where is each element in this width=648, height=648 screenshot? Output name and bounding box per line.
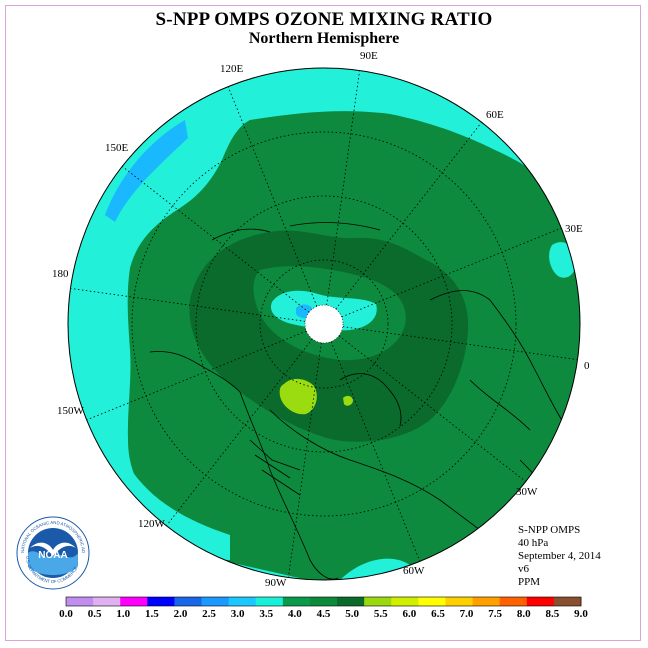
lon-label-120w: 120W: [138, 518, 165, 530]
color-scale-label: 3.5: [259, 608, 274, 620]
color-scale-swatch: [526, 597, 555, 606]
lon-label-30w: 30W: [516, 486, 538, 498]
color-scale-swatch: [499, 597, 528, 606]
color-scale-label: 3.0: [230, 608, 245, 620]
product-info: S-NPP OMPS 40 hPa September 4, 2014 v6 P…: [518, 524, 601, 589]
lon-label-90w: 90W: [265, 577, 287, 589]
color-scale-label: 1.0: [116, 608, 131, 620]
color-scale-swatch: [282, 597, 311, 606]
meridian-line: [86, 330, 307, 421]
graticule: [131, 131, 517, 517]
meridian-line: [342, 326, 578, 361]
plot-frame: [5, 5, 641, 641]
info-date: September 4, 2014: [518, 550, 601, 562]
coastlines: [149, 222, 576, 580]
color-scale-label: 8.5: [545, 608, 560, 620]
color-scale-bar: [65, 596, 582, 607]
lon-label-150e: 150E: [105, 142, 129, 154]
meridian-line: [326, 70, 361, 306]
info-units: PPM: [518, 576, 541, 588]
info-instrument: S-NPP OMPS: [518, 524, 581, 536]
color-scale-swatch: [201, 597, 230, 606]
color-scale-label: 2.5: [202, 608, 216, 620]
meridians: [70, 70, 578, 578]
color-scale-swatch: [337, 597, 365, 606]
pole-mask: [305, 305, 343, 343]
meridian-line: [287, 342, 322, 578]
color-scale-label: 6.0: [402, 608, 417, 620]
color-scale-label: 0.0: [59, 608, 73, 620]
ozone-contour-blue: [105, 120, 188, 222]
lon-label-150w: 150W: [57, 405, 84, 417]
lon-label-180: 180: [52, 268, 69, 280]
meridian-line: [330, 341, 421, 562]
lon-label-90e: 90E: [360, 50, 378, 62]
color-scale-swatch: [553, 597, 582, 606]
color-scale-border: [65, 596, 582, 607]
color-scale-label: 8.0: [516, 608, 531, 620]
noaa-logo: NOAA NATIONAL OCEANIC AND ATMOSPHERIC AD…: [16, 516, 90, 590]
color-scale-label: 5.0: [345, 608, 359, 620]
color-scale-swatch: [445, 597, 474, 606]
ozone-contour-5.5-small: [343, 395, 353, 406]
lon-label-60e: 60E: [486, 109, 504, 121]
color-scale-swatch: [174, 597, 203, 606]
pole-grid: [304, 304, 344, 344]
color-scale-swatch: [147, 597, 175, 606]
meridian-line: [227, 86, 318, 307]
map-boundary: [67, 67, 581, 581]
color-scale-swatch: [228, 597, 257, 606]
color-scale-label: 2.0: [173, 608, 188, 620]
color-scale-label: 0.5: [87, 608, 102, 620]
color-scale-label: 5.5: [373, 608, 388, 620]
lon-label-120e: 120E: [220, 63, 244, 75]
color-scale-swatch: [66, 597, 94, 606]
color-scale-label: 1.5: [144, 608, 159, 620]
color-scale-label: 6.5: [431, 608, 445, 620]
meridian-line: [70, 287, 306, 322]
logo-text: NOAA: [38, 550, 67, 561]
info-version: v6: [518, 563, 529, 575]
color-scale-swatch: [418, 597, 446, 606]
ozone-contour-cyan-sw: [128, 465, 230, 560]
color-scale-label: 7.0: [459, 608, 474, 620]
color-scale-swatch: [391, 597, 419, 606]
color-scale-swatch: [309, 597, 338, 606]
info-pressure: 40 hPa: [518, 537, 549, 549]
meridian-line: [341, 227, 562, 318]
color-scale-swatch: [255, 597, 284, 606]
color-scale-label: 7.5: [488, 608, 503, 620]
color-scale-swatch: [472, 597, 501, 606]
color-scale-swatch: [93, 597, 121, 606]
color-scale-swatch: [364, 597, 392, 606]
lon-label-0: 0: [584, 360, 590, 372]
color-scale-label: 4.0: [288, 608, 302, 620]
color-scale-swatch: [120, 597, 148, 606]
map-title: S-NPP OMPS OZONE MIXING RATIO: [155, 9, 493, 30]
lon-label-60w: 60W: [403, 565, 425, 577]
map-subtitle: Northern Hemisphere: [248, 30, 400, 47]
ozone-contour-5.5: [279, 378, 317, 415]
lon-label-30e: 30E: [565, 223, 583, 235]
color-scale-label: 9.0: [574, 608, 588, 620]
color-scale-label: 4.5: [316, 608, 331, 620]
